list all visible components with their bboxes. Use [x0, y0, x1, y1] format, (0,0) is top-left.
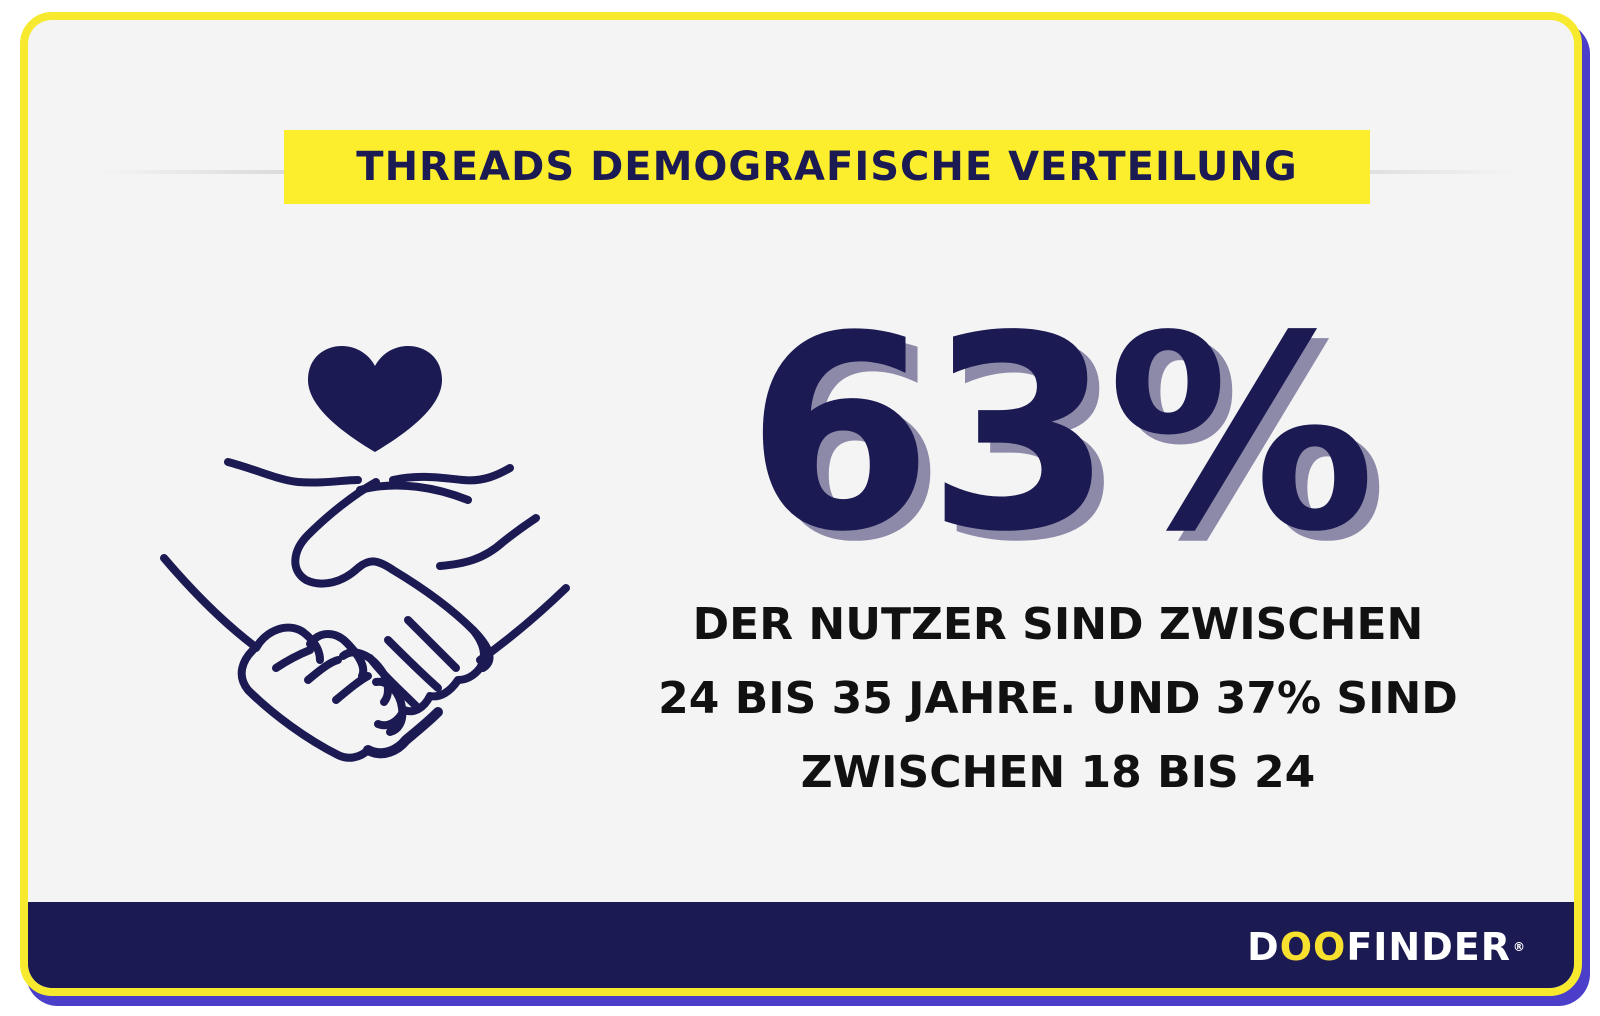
title-box: THREADS DEMOGRAFISCHE VERTEILUNG	[284, 130, 1370, 204]
handshake-heart-icon	[138, 330, 578, 780]
left-cuff	[224, 458, 362, 487]
stat-percentage: 63%	[746, 279, 1375, 591]
brand-oo: OO	[1279, 925, 1347, 969]
infographic-card: THREADS DEMOGRAFISCHE VERTEILUNG	[20, 12, 1582, 996]
heart-icon	[308, 346, 442, 452]
title-banner: THREADS DEMOGRAFISCHE VERTEILUNG	[98, 130, 1518, 204]
registered-mark: ®	[1513, 940, 1526, 954]
footer-bar: DOOFINDER ®	[28, 902, 1574, 988]
brand-logo: DOOFINDER ®	[1247, 924, 1526, 970]
stat-description-line-1: DER NUTZER SIND ZWISCHEN	[692, 599, 1424, 650]
brand-prefix: D	[1247, 925, 1280, 969]
stat-description-line-2: 24 BIS 35 JAHRE. UND 37% SIND	[658, 673, 1458, 724]
stat-description: DER NUTZER SIND ZWISCHEN 24 BIS 35 JAHRE…	[608, 588, 1508, 810]
page-title: THREADS DEMOGRAFISCHE VERTEILUNG	[356, 144, 1298, 190]
brand-suffix: FINDER	[1346, 925, 1511, 969]
stat-description-line-3: ZWISCHEN 18 BIS 24	[800, 747, 1316, 798]
right-cuff	[389, 464, 514, 485]
